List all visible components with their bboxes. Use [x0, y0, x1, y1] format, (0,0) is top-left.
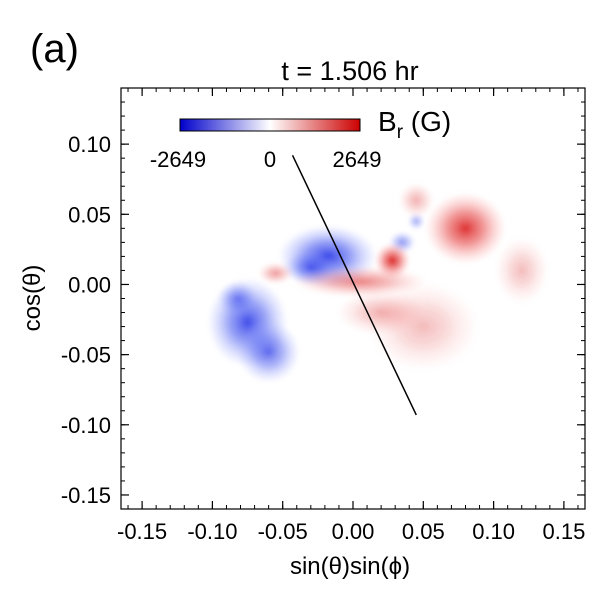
negative-field-region: [237, 320, 301, 384]
colorbar-gradient: [179, 118, 361, 132]
positive-field-region: [257, 262, 294, 285]
y-tick-label: 0.00: [68, 272, 111, 297]
positive-field-region: [398, 182, 435, 219]
panel-label: (a): [30, 27, 79, 71]
colorbar-label-main: B: [378, 106, 397, 137]
cut-line: [291, 155, 417, 416]
x-tick-label: -0.15: [117, 519, 167, 544]
positive-field-region: [494, 236, 549, 305]
y-tick-label: 0.10: [68, 132, 111, 157]
positive-field-region: [336, 290, 427, 335]
positive-field-region: [424, 192, 506, 265]
x-axis: -0.15 -0.10 -0.05 0.00 0.05 0.10 0.15: [117, 88, 585, 544]
y-axis-label: cos(θ): [19, 265, 46, 332]
x-tick-label: -0.10: [187, 519, 237, 544]
y-axis: 0.10 0.05 0.00 -0.05 -0.10 -0.15: [61, 101, 585, 508]
y-tick-label: -0.10: [61, 413, 111, 438]
x-tick-label: 0.05: [402, 519, 445, 544]
x-tick-label: 0.15: [542, 519, 585, 544]
negative-field-region: [217, 280, 258, 317]
x-tick-label: -0.05: [258, 519, 308, 544]
y-tick-label: 0.05: [68, 202, 111, 227]
colorbar-label-unit: (G): [403, 106, 451, 137]
field-map: [207, 182, 549, 384]
x-tick-label: 0.00: [332, 519, 375, 544]
colorbar-tick-min: -2649: [150, 147, 206, 172]
chart-title: t = 1.506 hr: [281, 56, 418, 86]
colorbar-label: Br (G): [378, 106, 451, 143]
colorbar-tick-max: 2649: [333, 147, 382, 172]
y-tick-label: -0.15: [61, 483, 111, 508]
x-tick-label: 0.10: [472, 519, 515, 544]
colorbar-label-sub: r: [397, 122, 404, 143]
x-axis-label: sin(θ)sin(ϕ): [290, 553, 410, 580]
colorbar: -2649 0 2649 Br (G): [150, 106, 451, 172]
y-tick-label: -0.05: [61, 343, 111, 368]
colorbar-tick-mid: 0: [264, 147, 276, 172]
